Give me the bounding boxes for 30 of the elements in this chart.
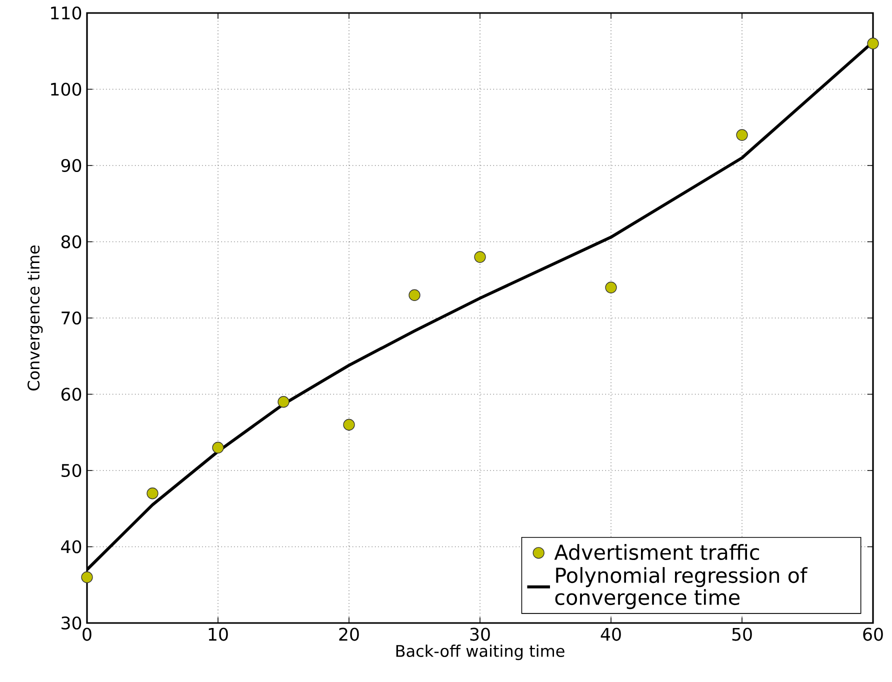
x-tick-label: 0 bbox=[82, 628, 92, 641]
y-tick-label: 30 bbox=[62, 616, 82, 630]
point bbox=[146, 488, 158, 500]
y-tick-label: 40 bbox=[61, 540, 82, 554]
x-tick-label: 20 bbox=[339, 628, 359, 641]
x-axis-title: Back-off waiting time bbox=[396, 644, 564, 660]
point bbox=[605, 282, 617, 294]
x-tick-label: 60 bbox=[863, 628, 883, 641]
legend-label: Polynomial regression of convergence time bbox=[555, 567, 808, 610]
x-tick-label: 30 bbox=[470, 628, 490, 641]
point bbox=[408, 289, 420, 301]
y-tick-label: 70 bbox=[62, 311, 82, 325]
point bbox=[867, 38, 879, 50]
point bbox=[212, 442, 224, 454]
x-tick-label: 10 bbox=[208, 628, 228, 641]
x-tick-label: 40 bbox=[600, 628, 621, 641]
y-axis-title: Convergence time bbox=[27, 245, 43, 390]
y-tick-label: 90 bbox=[61, 158, 82, 172]
point bbox=[81, 571, 93, 584]
y-tick-label: 60 bbox=[61, 388, 82, 401]
point bbox=[343, 418, 355, 431]
y-tick-label: 100 bbox=[51, 82, 82, 96]
point bbox=[278, 396, 290, 408]
y-tick-label: 50 bbox=[62, 464, 82, 478]
y-tick-label: 110 bbox=[51, 6, 82, 20]
point bbox=[736, 129, 748, 141]
point bbox=[474, 251, 486, 263]
legend-label: Advertisment traffic bbox=[554, 544, 760, 560]
y-tick-label: 80 bbox=[61, 235, 82, 248]
x-tick-label: 50 bbox=[732, 628, 752, 641]
